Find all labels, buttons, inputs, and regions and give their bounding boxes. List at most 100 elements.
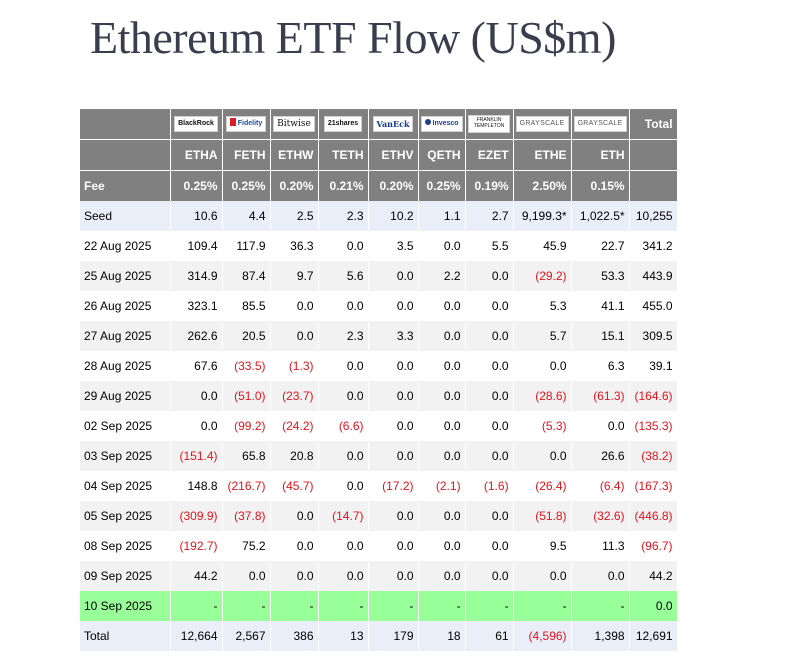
flow-cell-teth: 0.0	[318, 531, 369, 561]
flow-cell-ezet: 5.5	[465, 231, 514, 261]
row-total: (446.8)	[629, 501, 678, 531]
ticker-qeth: QETH	[418, 139, 466, 171]
table-row: 02 Sep 2025 0.0 (99.2) (24.2) (6.6) 0.0 0.0 0.0…	[80, 411, 678, 441]
flow-cell-etha: 0.0	[170, 411, 223, 441]
flow-cell-teth: 0.0	[318, 561, 369, 591]
flow-cell-etha: (192.7)	[170, 531, 223, 561]
table-row: 04 Sep 2025 148.8 (216.7) (45.7) 0.0 (17.2) (2…	[80, 471, 678, 501]
flow-cell-qeth: -	[418, 591, 466, 621]
flow-cell-ezet: 0.0	[465, 261, 514, 291]
flow-cell-feth: 65.8	[222, 441, 271, 471]
flow-cell-ethe: -	[513, 591, 572, 621]
row-label: 25 Aug 2025	[80, 261, 171, 291]
flow-cell-etha: 10.6	[170, 201, 223, 231]
21shares-logo: 21shares	[323, 116, 363, 132]
row-total: (38.2)	[629, 441, 678, 471]
flow-cell-eth: 0.0	[571, 561, 630, 591]
flow-cell-teth: 2.3	[318, 321, 369, 351]
row-total: 0.0	[629, 591, 678, 621]
flow-cell-teth: 2.3	[318, 201, 369, 231]
flow-cell-eth: 15.1	[571, 321, 630, 351]
row-label: 28 Aug 2025	[80, 351, 171, 381]
flow-cell-ethv: 0.0	[368, 531, 419, 561]
flow-cell-qeth: 0.0	[418, 501, 466, 531]
bitwise-logo: Bitwise	[273, 116, 315, 132]
flow-cell-ethw: 9.7	[270, 261, 319, 291]
ticker-feth: FETH	[222, 139, 271, 171]
table-row: 28 Aug 2025 67.6 (33.5) (1.3) 0.0 0.0 0.0 0.0 0.…	[80, 351, 678, 381]
flow-cell-ethw: (1.3)	[270, 351, 319, 381]
flow-cell-ethe: (51.8)	[513, 501, 572, 531]
flow-cell-ezet: 0.0	[465, 351, 514, 381]
row-label: 29 Aug 2025	[80, 381, 171, 411]
latest-row: 10 Sep 2025- - - - - - - - -0.0	[80, 591, 678, 621]
etf-flow-table: BlackRock Fidelity Bitwise 21shares VanE…	[80, 109, 678, 651]
flow-cell-qeth: 2.2	[418, 261, 466, 291]
row-label: 22 Aug 2025	[80, 231, 171, 261]
flow-cell-qeth: 0.0	[418, 321, 466, 351]
flow-cell-feth: (99.2)	[222, 411, 271, 441]
vaneck-logo: VanEck	[372, 116, 414, 132]
flow-cell-ezet: 0.0	[465, 441, 514, 471]
flow-cell-ethw: 0.0	[270, 561, 319, 591]
table-row: 25 Aug 2025 314.9 87.4 9.7 5.6 0.0 2.2 0.0 (29.2…	[80, 261, 678, 291]
flow-cell-ethe: (26.4)	[513, 471, 572, 501]
invesco-logo: Invesco	[420, 116, 463, 132]
flow-cell-ethv: 179	[368, 621, 419, 651]
flow-cell-ethw: -	[270, 591, 319, 621]
flow-cell-ezet: 61	[465, 621, 514, 651]
flow-cell-teth: 0.0	[318, 231, 369, 261]
ticker-total-blank	[629, 139, 678, 171]
flow-cell-qeth: 0.0	[418, 411, 466, 441]
flow-cell-teth: 0.0	[318, 471, 369, 501]
row-label: Seed	[80, 201, 171, 231]
fee-feth: 0.25%	[222, 170, 271, 201]
flow-cell-ethv: 3.3	[368, 321, 419, 351]
table-row: 29 Aug 2025 0.0 (51.0) (23.7) 0.0 0.0 0.0 0.0 (2…	[80, 381, 678, 411]
flow-cell-feth: 117.9	[222, 231, 271, 261]
flow-cell-ethv: -	[368, 591, 419, 621]
flow-cell-ethe: 0.0	[513, 561, 572, 591]
flow-cell-ethe: 9,199.3*	[513, 201, 572, 231]
ticker-ethe: ETHE	[513, 139, 572, 171]
row-total: (164.6)	[629, 381, 678, 411]
fee-row: Fee 0.25% 0.25% 0.20% 0.21% 0.20% 0.25% 0.19% 2.…	[80, 170, 678, 201]
flow-cell-ethe: 5.7	[513, 321, 572, 351]
flow-cell-ethw: (23.7)	[270, 381, 319, 411]
flow-cell-feth: (216.7)	[222, 471, 271, 501]
flow-cell-ezet: 0.0	[465, 291, 514, 321]
flow-cell-ethe: (29.2)	[513, 261, 572, 291]
blackrock-logo: BlackRock	[174, 116, 218, 132]
flow-cell-ethv: 0.0	[368, 561, 419, 591]
flow-cell-feth: 85.5	[222, 291, 271, 321]
flow-cell-teth: 0.0	[318, 351, 369, 381]
flow-cell-eth: 41.1	[571, 291, 630, 321]
row-label: 05 Sep 2025	[80, 501, 171, 531]
flow-cell-ethv: 3.5	[368, 231, 419, 261]
grayscale-logo: GRAYSCALE	[515, 116, 569, 132]
flow-cell-eth: 0.0	[571, 411, 630, 441]
fee-ethw: 0.20%	[270, 170, 319, 201]
ticker-eth: ETH	[571, 139, 630, 171]
flow-cell-ezet: 0.0	[465, 501, 514, 531]
fee-ethv: 0.20%	[368, 170, 419, 201]
table-row: 26 Aug 2025 323.1 85.5 0.0 0.0 0.0 0.0 0.0 5.3 41…	[80, 291, 678, 321]
table-row: 03 Sep 2025 (151.4) 65.8 20.8 0.0 0.0 0.0 0.0 0.…	[80, 441, 678, 471]
row-label: Total	[80, 621, 171, 651]
fee-eth: 0.15%	[571, 170, 630, 201]
fee-ezet: 0.19%	[465, 170, 514, 201]
flow-cell-feth: 4.4	[222, 201, 271, 231]
invesco-mark-icon	[424, 119, 431, 125]
flow-cell-eth: 1,022.5*	[571, 201, 630, 231]
flow-cell-ethv: 10.2	[368, 201, 419, 231]
grayscale-mini-logo: GRAYSCALE	[573, 116, 627, 132]
row-label: 27 Aug 2025	[80, 321, 171, 351]
flow-cell-ethw: 0.0	[270, 321, 319, 351]
flow-cell-ethw: (24.2)	[270, 411, 319, 441]
flow-cell-teth: 13	[318, 621, 369, 651]
flow-cell-qeth: 0.0	[418, 531, 466, 561]
row-total: 443.9	[629, 261, 678, 291]
flow-cell-ethe: (28.6)	[513, 381, 572, 411]
flow-cell-qeth: 18	[418, 621, 466, 651]
flow-cell-ethv: 0.0	[368, 501, 419, 531]
